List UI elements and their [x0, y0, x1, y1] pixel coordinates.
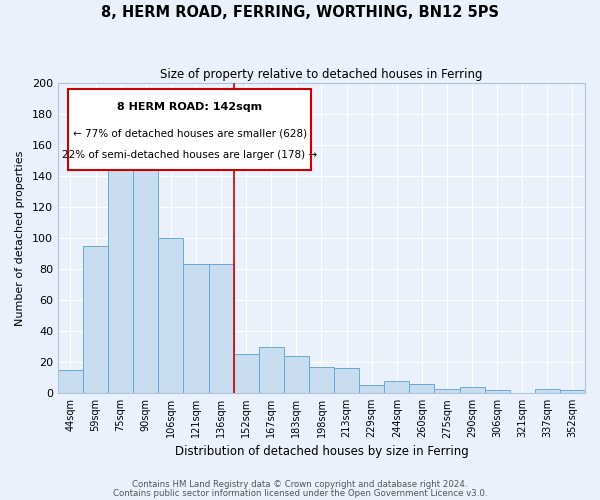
Bar [83, 246, 108, 393]
Bar [133, 160, 158, 393]
Text: 8 HERM ROAD: 142sqm: 8 HERM ROAD: 142sqm [117, 102, 262, 112]
Bar [158, 238, 184, 393]
Bar [209, 264, 233, 393]
Bar [409, 384, 434, 393]
Bar [384, 381, 409, 393]
Bar [434, 388, 460, 393]
Bar [334, 368, 359, 393]
Bar [460, 387, 485, 393]
Bar [485, 390, 510, 393]
Y-axis label: Number of detached properties: Number of detached properties [15, 150, 25, 326]
Bar [309, 367, 334, 393]
FancyBboxPatch shape [68, 90, 311, 170]
Bar [284, 356, 309, 393]
Bar [184, 264, 209, 393]
Text: 8, HERM ROAD, FERRING, WORTHING, BN12 5PS: 8, HERM ROAD, FERRING, WORTHING, BN12 5P… [101, 5, 499, 20]
Text: Contains HM Land Registry data © Crown copyright and database right 2024.: Contains HM Land Registry data © Crown c… [132, 480, 468, 489]
Bar [535, 388, 560, 393]
Bar [259, 346, 284, 393]
Bar [560, 390, 585, 393]
Bar [359, 386, 384, 393]
Bar [233, 354, 259, 393]
Text: ← 77% of detached houses are smaller (628): ← 77% of detached houses are smaller (62… [73, 128, 307, 138]
Text: Contains public sector information licensed under the Open Government Licence v3: Contains public sector information licen… [113, 488, 487, 498]
X-axis label: Distribution of detached houses by size in Ferring: Distribution of detached houses by size … [175, 444, 469, 458]
Bar [58, 370, 83, 393]
Text: 22% of semi-detached houses are larger (178) →: 22% of semi-detached houses are larger (… [62, 150, 317, 160]
Title: Size of property relative to detached houses in Ferring: Size of property relative to detached ho… [160, 68, 483, 80]
Bar [108, 148, 133, 393]
